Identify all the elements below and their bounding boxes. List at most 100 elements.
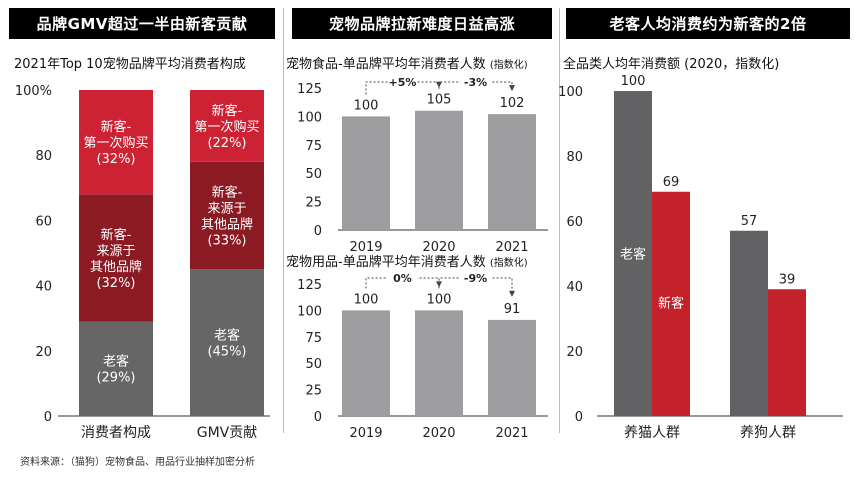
p2-supplies-category-label: 2020	[422, 426, 455, 441]
p1-segment-label: 新客-	[101, 119, 132, 135]
p1-segment-label: 来源于	[96, 244, 135, 259]
p2-supplies-bar	[342, 310, 390, 416]
p3-value-label: 57	[741, 214, 758, 229]
p2-supplies-change-connector	[438, 277, 513, 294]
p3-ytick-label: 40	[566, 280, 583, 295]
p3-ytick-label: 100	[558, 85, 583, 100]
p3-ytick-label: 20	[566, 345, 583, 360]
panel-divider-1	[283, 8, 284, 433]
p3-value-label: 39	[779, 272, 796, 287]
p2-supplies-change-label-bg	[387, 270, 418, 284]
p2-food-bar	[488, 114, 536, 230]
p2-food-change-label: -3%	[464, 76, 487, 89]
panel2-subtitle-top-note: (指数化)	[489, 60, 528, 71]
p2-supplies-change-arrowhead	[509, 290, 515, 297]
source-footnote: 资料来源：（猫狗）宠物食品、用品行业抽样加密分析	[20, 457, 255, 468]
p2-supplies-ytick-label: 125	[297, 278, 322, 293]
p1-ytick-label: 20	[35, 345, 52, 360]
p1-segment-label: (32%)	[96, 276, 135, 291]
p2-supplies-change-label-bg	[460, 270, 491, 284]
p1-segment-label: 第一次购买	[83, 135, 148, 151]
p1-ytick-label: 100%	[15, 84, 52, 99]
p1-category-label: GMV贡献	[197, 425, 258, 441]
p2-food-change-label-bg	[387, 74, 418, 88]
p2-supplies-value-label: 91	[504, 302, 521, 317]
p1-bar-segment	[190, 269, 264, 416]
p2-supplies-ytick-label: 100	[297, 304, 322, 319]
p3-bar	[652, 191, 690, 416]
p1-segment-label: 老客	[103, 354, 129, 370]
p1-category-label: 消费者构成	[81, 425, 151, 441]
p2-supplies-ytick-label: 0	[314, 410, 322, 425]
p1-bar-segment	[190, 90, 264, 162]
p1-segment-label: (22%)	[207, 136, 246, 151]
p1-segment-label: 新客-	[101, 227, 132, 243]
p2-food-bar	[342, 116, 390, 230]
p3-category-label: 养猫人群	[624, 425, 680, 441]
p2-food-ytick-label: 0	[314, 224, 322, 239]
p3-ytick-label: 0	[575, 410, 583, 425]
p3-value-label: 69	[663, 175, 680, 190]
p2-supplies-ytick-label: 25	[305, 384, 322, 399]
p2-supplies-category-label: 2019	[349, 426, 382, 441]
p2-food-bar	[415, 110, 463, 230]
p3-bar	[614, 91, 652, 416]
p3-ytick-label: 80	[566, 150, 583, 165]
p1-ytick-label: 60	[35, 214, 52, 229]
panel2-subtitle-bottom-note: (指数化)	[489, 258, 528, 269]
p2-supplies-value-label: 100	[354, 292, 379, 307]
p3-category-label: 养狗人群	[740, 425, 796, 441]
p2-food-ytick-label: 125	[297, 82, 322, 97]
p3-bar	[768, 289, 806, 416]
p2-food-ytick-label: 50	[305, 167, 322, 182]
panel3-header: 老客人均消费约为新客的2倍	[566, 8, 850, 39]
p2-food-ytick-label: 25	[305, 196, 322, 211]
p1-segment-label: (32%)	[96, 152, 135, 167]
panel1-header: 品牌GMV超过一半由新客贡献	[9, 8, 275, 39]
p1-segment-label: (45%)	[207, 345, 246, 360]
p1-segment-label: 其他品牌	[201, 217, 253, 233]
p1-segment-label: 其他品牌	[90, 259, 142, 275]
panel2-subtitle-top-main: 宠物食品-单品牌平均年消费者人数	[286, 57, 486, 72]
p2-food-change-arrowhead	[509, 85, 515, 92]
p2-supplies-bar	[415, 310, 463, 416]
p1-segment-label: 来源于	[207, 202, 246, 217]
p2-food-value-label: 100	[354, 98, 379, 113]
p1-ytick-label: 40	[35, 280, 52, 295]
p1-segment-label: (33%)	[207, 234, 246, 249]
p1-ytick-label: 80	[35, 149, 52, 164]
panel1-subtitle: 2021年Top 10宠物品牌平均消费者构成	[14, 57, 246, 72]
panel2-subtitle-bottom: 宠物用品-单品牌平均年消费者人数 (指数化)	[286, 251, 528, 270]
p2-supplies-bar	[488, 319, 536, 416]
p3-series-label-new: 新客	[658, 295, 684, 311]
panel2-subtitle-bottom-main: 宠物用品-单品牌平均年消费者人数	[286, 255, 486, 270]
p1-ytick-label: 0	[44, 410, 52, 425]
p1-bar-segment	[79, 321, 153, 416]
p3-ytick-label: 60	[566, 215, 583, 230]
p2-supplies-ytick-label: 75	[305, 331, 322, 346]
p2-food-ytick-label: 100	[297, 110, 322, 125]
panel2-header: 宠物品牌拉新难度日益高涨	[292, 8, 552, 39]
p2-food-category-label: 2021	[495, 240, 528, 255]
p2-supplies-change-connector	[365, 277, 440, 289]
p2-food-ytick-label: 75	[305, 139, 322, 154]
p1-segment-label: 第一次购买	[194, 119, 259, 135]
p2-food-change-label: +5%	[389, 76, 417, 89]
p2-supplies-value-label: 100	[427, 292, 452, 307]
p2-food-category-label: 2019	[349, 240, 382, 255]
p2-supplies-change-label: 0%	[393, 272, 412, 285]
panel2-subtitle-top: 宠物食品-单品牌平均年消费者人数 (指数化)	[286, 53, 528, 72]
panel3-subtitle: 全品类人均年消费额 (2020，指数化)	[563, 57, 780, 72]
p2-food-value-label: 105	[427, 93, 452, 108]
p2-supplies-category-label: 2021	[495, 426, 528, 441]
p1-bar-segment	[79, 194, 153, 322]
p3-bar	[730, 230, 768, 416]
p2-supplies-ytick-label: 50	[305, 357, 322, 372]
p3-value-label: 100	[621, 74, 646, 89]
p1-segment-label: 新客-	[212, 103, 243, 119]
p1-segment-label: 新客-	[212, 185, 243, 201]
p2-food-category-label: 2020	[422, 240, 455, 255]
p1-segment-label: 老客	[214, 328, 240, 344]
p2-food-change-label-bg	[460, 74, 491, 88]
